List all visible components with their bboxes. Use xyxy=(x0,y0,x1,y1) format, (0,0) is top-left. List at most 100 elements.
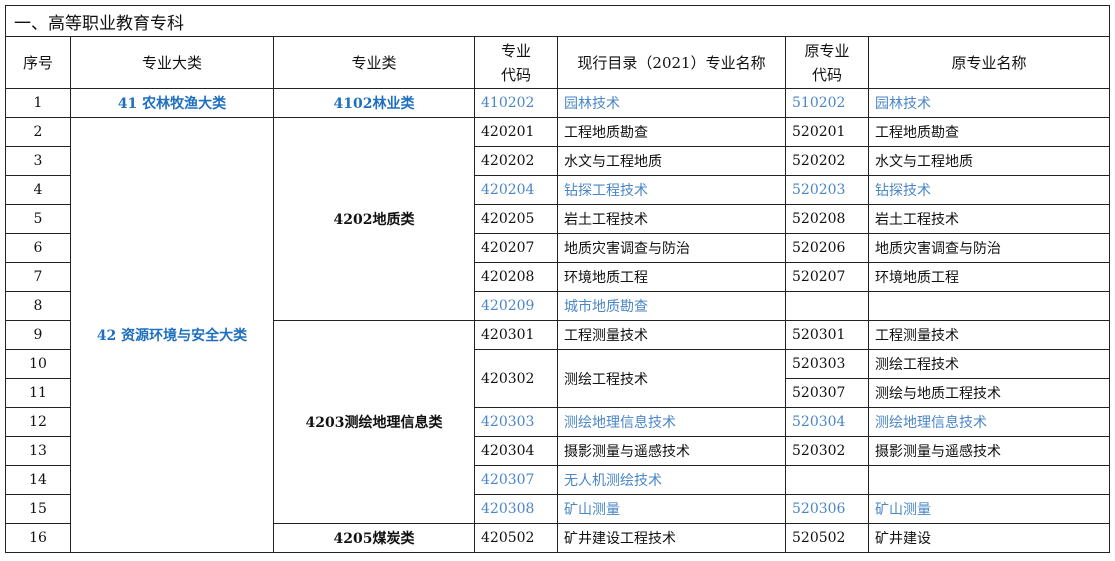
old-name-cell: 工程地质勘查 xyxy=(867,117,1111,147)
category-cell: 4202地质类 xyxy=(273,117,475,321)
old-name-cell: 测绘与地质工程技术 xyxy=(867,378,1111,408)
serial-cell: 6 xyxy=(5,233,71,263)
old-code-cell: 520201 xyxy=(785,117,869,147)
old-name-cell: 摄影测量与遥感技术 xyxy=(867,436,1111,466)
name-cell: 无人机测绘技术 xyxy=(557,465,786,495)
old-code-cell: 520207 xyxy=(785,262,869,292)
serial-cell: 11 xyxy=(5,378,71,408)
header-code: 专业 代码 xyxy=(474,36,558,89)
code-cell: 420308 xyxy=(474,494,558,524)
code-cell: 420207 xyxy=(474,233,558,263)
table-row: 9 4203测绘地理信息类 420301 工程测量技术 520301 工程测量技术 xyxy=(5,320,1111,524)
old-name-cell: 矿井建设 xyxy=(867,523,1111,553)
serial-cell: 1 xyxy=(5,88,71,118)
code-cell: 420205 xyxy=(474,204,558,234)
table-row: 4 420204 钻探工程技术 520203 钻探技术 xyxy=(5,175,1111,205)
table-row: 6 420207 地质灾害调查与防治 520206 地质灾害调查与防治 xyxy=(5,233,1111,263)
old-name-cell: 矿山测量 xyxy=(867,494,1111,524)
table-row: 2 42 资源环境与安全大类 4202地质类 420201 工程地质勘查 520201 工程… xyxy=(5,117,1111,553)
old-name-cell: 水文与工程地质 xyxy=(867,146,1111,176)
code-cell: 420209 xyxy=(474,291,558,321)
name-cell: 园林技术 xyxy=(557,88,786,118)
name-cell: 地质灾害调查与防治 xyxy=(557,233,786,263)
serial-cell: 3 xyxy=(5,146,71,176)
serial-cell: 4 xyxy=(5,175,71,205)
header-serial: 序号 xyxy=(5,36,71,89)
table-row: 12 420303 测绘地理信息技术 520304 测绘地理信息技术 xyxy=(5,407,1111,437)
table-row: 11 520307 测绘与地质工程技术 xyxy=(5,378,1111,408)
old-name-cell: 钻探技术 xyxy=(867,175,1111,205)
name-cell: 岩土工程技术 xyxy=(557,204,786,234)
header-category: 专业类 xyxy=(273,36,475,89)
old-name-cell: 地质灾害调查与防治 xyxy=(867,233,1111,263)
header-row: 序号 专业大类 专业类 专业 代码 现行目录（2021）专业名称 原专业 代码 原专业名称 xyxy=(5,36,1111,89)
old-name-cell: 测绘工程技术 xyxy=(867,349,1111,379)
table-row: 16 4205煤炭类 420502 矿井建设工程技术 520502 矿井建设 xyxy=(5,523,1111,553)
name-cell: 矿山测量 xyxy=(557,494,786,524)
table-row: 10 420302 测绘工程技术 520303 测绘工程技术 xyxy=(5,349,1111,408)
header-old-name: 原专业名称 xyxy=(867,36,1111,89)
name-cell: 水文与工程地质 xyxy=(557,146,786,176)
old-name-cell xyxy=(867,291,1111,321)
table-row: 8 420209 城市地质勘查 xyxy=(5,291,1111,321)
old-code-cell: 520306 xyxy=(785,494,869,524)
serial-cell: 13 xyxy=(5,436,71,466)
serial-cell: 9 xyxy=(5,320,71,350)
old-name-cell: 岩土工程技术 xyxy=(867,204,1111,234)
serial-cell: 14 xyxy=(5,465,71,495)
old-code-cell: 520208 xyxy=(785,204,869,234)
header-old-code: 原专业 代码 xyxy=(785,36,869,89)
category-cell: 4205煤炭类 xyxy=(273,523,475,553)
code-cell: 420202 xyxy=(474,146,558,176)
old-code-cell xyxy=(785,465,869,495)
old-code-cell: 520303 xyxy=(785,349,869,379)
table-row: 5 420205 岩土工程技术 520208 岩土工程技术 xyxy=(5,204,1111,234)
category-cell: 4203测绘地理信息类 xyxy=(273,320,475,524)
code-cell: 420302 xyxy=(474,349,558,408)
old-code-cell: 520307 xyxy=(785,378,869,408)
old-code-cell: 520203 xyxy=(785,175,869,205)
table-title: 一、高等职业教育专科 xyxy=(4,5,1111,37)
serial-cell: 7 xyxy=(5,262,71,292)
name-cell: 钻探工程技术 xyxy=(557,175,786,205)
title-row: 一、高等职业教育专科 xyxy=(4,5,1111,37)
code-cell: 420201 xyxy=(474,117,558,147)
code-cell: 420307 xyxy=(474,465,558,495)
old-code-cell: 520202 xyxy=(785,146,869,176)
table-row: 3 420202 水文与工程地质 520202 水文与工程地质 xyxy=(5,146,1111,176)
old-name-cell: 环境地质工程 xyxy=(867,262,1111,292)
name-cell: 工程测量技术 xyxy=(557,320,786,350)
old-name-cell: 测绘地理信息技术 xyxy=(867,407,1111,437)
table-row: 1 41 农林牧渔大类 4102林业类 410202 园林技术 510202 园林技术 xyxy=(5,88,1111,118)
old-code-cell: 520502 xyxy=(785,523,869,553)
major-group-cell: 41 农林牧渔大类 xyxy=(70,88,274,118)
serial-cell: 5 xyxy=(5,204,71,234)
serial-cell: 10 xyxy=(5,349,71,379)
old-code-cell: 520302 xyxy=(785,436,869,466)
name-cell: 环境地质工程 xyxy=(557,262,786,292)
old-code-cell xyxy=(785,291,869,321)
old-name-cell: 工程测量技术 xyxy=(867,320,1111,350)
category-cell: 4102林业类 xyxy=(273,88,475,118)
old-code-cell: 520304 xyxy=(785,407,869,437)
major-group-cell: 42 资源环境与安全大类 xyxy=(70,117,274,553)
header-major-group: 专业大类 xyxy=(70,36,274,89)
code-cell: 420303 xyxy=(474,407,558,437)
code-cell: 420301 xyxy=(474,320,558,350)
serial-cell: 12 xyxy=(5,407,71,437)
code-cell: 420304 xyxy=(474,436,558,466)
name-cell: 工程地质勘查 xyxy=(557,117,786,147)
name-cell: 城市地质勘查 xyxy=(557,291,786,321)
name-cell: 测绘地理信息技术 xyxy=(557,407,786,437)
code-cell: 410202 xyxy=(474,88,558,118)
header-current-name: 现行目录（2021）专业名称 xyxy=(557,36,786,89)
serial-cell: 16 xyxy=(5,523,71,553)
code-cell: 420204 xyxy=(474,175,558,205)
old-name-cell: 园林技术 xyxy=(867,88,1111,118)
name-cell: 摄影测量与遥感技术 xyxy=(557,436,786,466)
old-name-cell xyxy=(867,465,1111,495)
serial-cell: 15 xyxy=(5,494,71,524)
old-code-cell: 520301 xyxy=(785,320,869,350)
table-row: 7 420208 环境地质工程 520207 环境地质工程 xyxy=(5,262,1111,292)
old-code-cell: 510202 xyxy=(785,88,869,118)
